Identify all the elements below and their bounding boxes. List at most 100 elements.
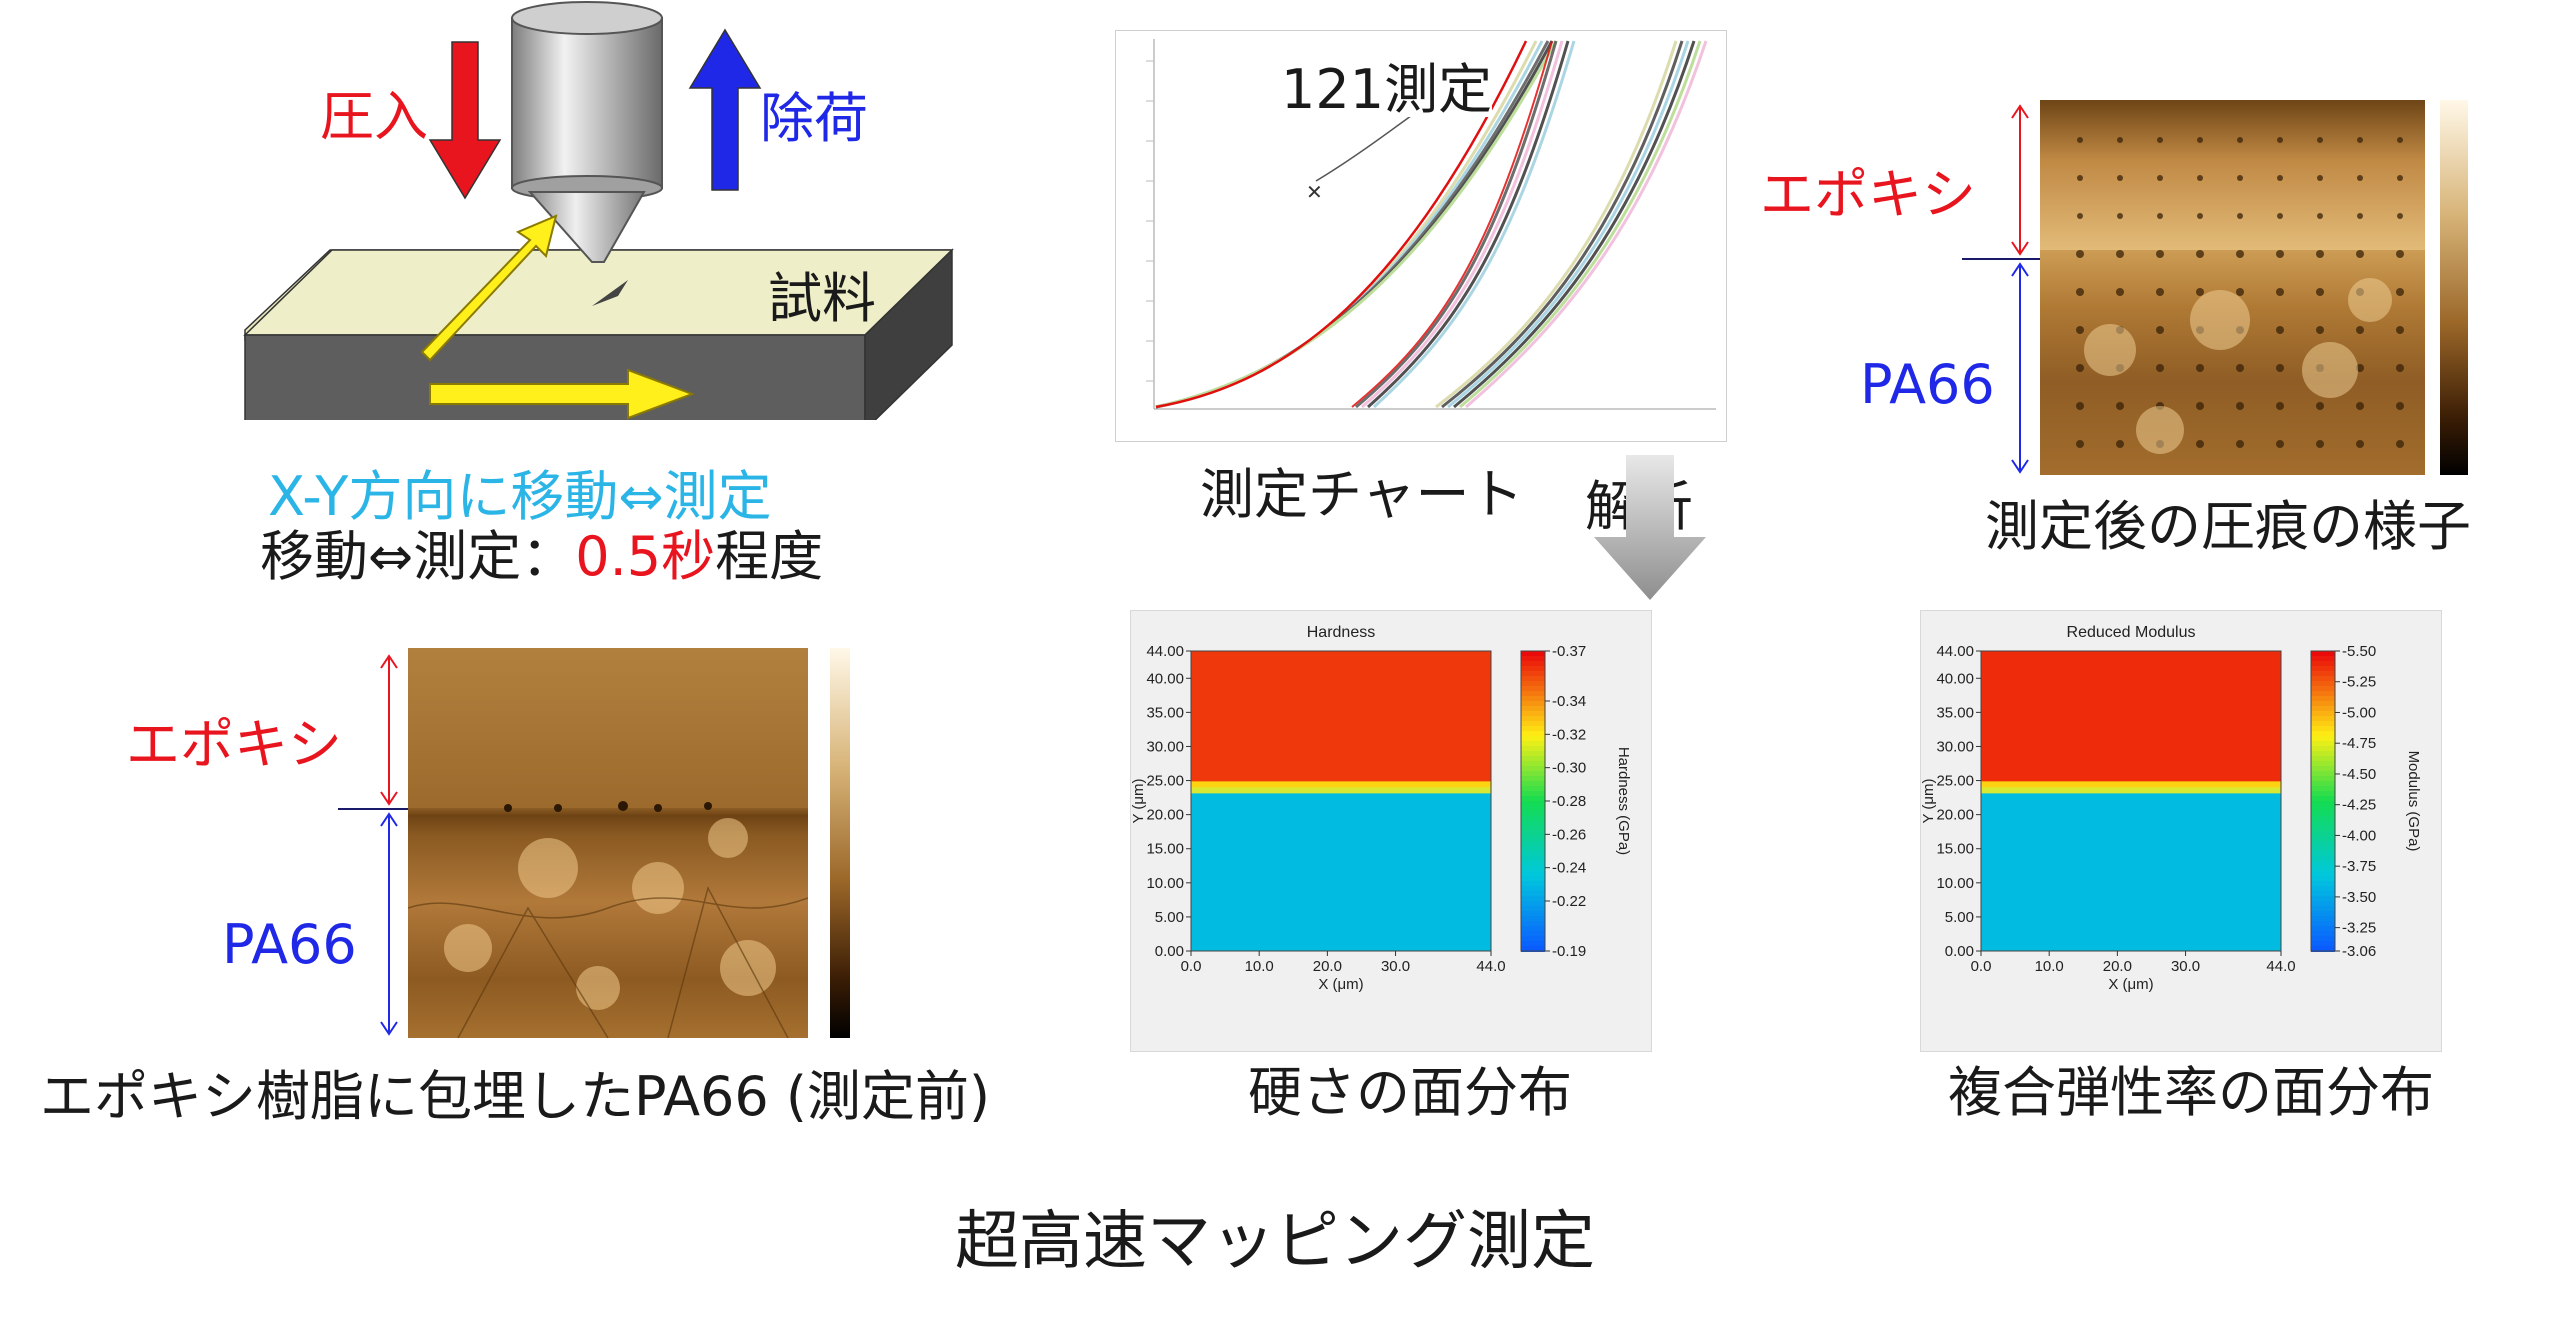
before-indentation-image — [408, 648, 808, 1038]
modulus-colorbar-segment — [2311, 731, 2335, 737]
modulus-colorbar-segment — [2311, 871, 2335, 877]
hardness-cbtick-label: -0.26 — [1552, 826, 1586, 843]
modulus-title: Reduced Modulus — [2067, 624, 2196, 641]
hardness-ytick-label: 44.00 — [1146, 643, 1184, 660]
press-arrow — [428, 41, 502, 200]
modulus-colorbar-segment — [2311, 821, 2335, 827]
indent-pattern — [2076, 137, 2404, 454]
hardness-interface-band — [1191, 781, 1491, 794]
modulus-colorbar-segment — [2311, 881, 2335, 887]
diagonal-move-arrow — [420, 214, 558, 362]
hardness-colorbar-segment — [1521, 761, 1545, 767]
hardness-colorbar-segment — [1521, 901, 1545, 907]
hardness-colorbar-segment — [1521, 816, 1545, 822]
modulus-colorbar-segment — [2311, 651, 2335, 657]
hardness-colorbar-segment — [1521, 711, 1545, 717]
hardness-ytick-label: 15.00 — [1146, 841, 1184, 858]
measurement-chart-caption: 測定チャート — [1200, 463, 1524, 526]
time-caption: 移動⇔測定：0.5秒程度 — [260, 530, 823, 584]
hardness-cbtick-label: -0.30 — [1552, 760, 1586, 777]
modulus-ytick-label: 0.00 — [1945, 943, 1974, 960]
modulus-colorbar-frame — [2310, 650, 2336, 952]
modulus-colorbar-segment — [2311, 816, 2335, 822]
move-caption: X-Y方向に移動⇔測定 — [268, 465, 772, 528]
modulus-colorbar-segment — [2311, 781, 2335, 787]
modulus-colorbar-segment — [2311, 771, 2335, 777]
hardness-colorbar-segment — [1521, 946, 1545, 952]
modulus-colorbar-segment — [2311, 656, 2335, 662]
after-interface-line — [1962, 258, 2040, 260]
modulus-colorbar-segment — [2311, 756, 2335, 762]
modulus-colorbar-segment — [2311, 716, 2335, 722]
modulus-colorbar-segment — [2311, 796, 2335, 802]
hardness-title: Hardness — [1307, 624, 1375, 641]
hardness-colorbar-segment — [1521, 686, 1545, 692]
modulus-xtick-label: 20.0 — [2103, 958, 2132, 975]
hardness-colorbar-segment — [1521, 876, 1545, 882]
modulus-colorbar-segment — [2311, 931, 2335, 937]
sample-label: 試料 — [768, 267, 876, 330]
time-caption-value: 0.5秒 — [575, 525, 716, 588]
modulus-cbtick-label: -3.06 — [2342, 943, 2376, 960]
hardness-colorbar-segment — [1521, 806, 1545, 812]
hardness-cbtick-label: -0.34 — [1552, 693, 1586, 710]
hardness-colorbar-segment — [1521, 891, 1545, 897]
hardness-colorbar-segment — [1521, 766, 1545, 772]
after-pa66-bracket — [2011, 262, 2029, 474]
modulus-colorbar-segment — [2311, 926, 2335, 932]
modulus-colorbar-segment — [2311, 746, 2335, 752]
y-ticks-faint — [1146, 60, 1154, 382]
hardness-colorbar-segment — [1521, 936, 1545, 942]
hardness-colorbar-segment — [1521, 716, 1545, 722]
hardness-xtick-label: 0.0 — [1181, 958, 1202, 975]
indenter-drawing — [243, 1, 954, 432]
press-label: 圧入 — [320, 85, 428, 148]
before-pa66-label: PA66 — [222, 913, 357, 976]
time-caption-suffix: 程度 — [715, 525, 824, 588]
modulus-colorbar-segment — [2311, 901, 2335, 907]
modulus-colorbar-segment — [2311, 906, 2335, 912]
hardness-colorbar-segment — [1521, 856, 1545, 862]
hardness-colorbar-segment — [1521, 781, 1545, 787]
before-pa66-bracket — [380, 812, 398, 1036]
hardness-ytick-label: 25.00 — [1146, 773, 1184, 790]
hardness-colorbar-segment — [1521, 811, 1545, 817]
modulus-colorbar-segment — [2311, 936, 2335, 942]
hardness-colorbar-segment — [1521, 826, 1545, 832]
hardness-colorbar-segment — [1521, 751, 1545, 757]
modulus-caption: 複合弾性率の面分布 — [1948, 1061, 2434, 1124]
modulus-colorbar-segment — [2311, 701, 2335, 707]
sample-front — [244, 334, 866, 431]
hardness-colorbar-segment — [1521, 861, 1545, 867]
hardness-colorbar-segment — [1521, 801, 1545, 807]
hardness-colorbar-segment — [1521, 731, 1545, 737]
hardness-colorbar-segment — [1521, 791, 1545, 797]
modulus-colorbar-segment — [2311, 736, 2335, 742]
hardness-colorbar-segment — [1521, 756, 1545, 762]
hardness-colorbar-segment — [1521, 651, 1545, 657]
hardness-ytick-label: 35.00 — [1146, 704, 1184, 721]
modulus-ytick-label: 44.00 — [1936, 643, 1974, 660]
hardness-colorbar-segment — [1521, 691, 1545, 697]
hardness-caption: 硬さの面分布 — [1248, 1061, 1572, 1124]
after-pa66-label: PA66 — [1860, 353, 1995, 416]
modulus-xtick-label: 30.0 — [2171, 958, 2200, 975]
before-interface-line — [338, 808, 408, 810]
modulus-colorbar-segment — [2311, 671, 2335, 677]
modulus-colorbar-segment — [2311, 886, 2335, 892]
hardness-colorbar-segment — [1521, 841, 1545, 847]
modulus-colorbar-segment — [2311, 891, 2335, 897]
modulus-colorbar-segment — [2311, 896, 2335, 902]
modulus-ylabel: Y (μm) — [1921, 778, 1937, 823]
modulus-colorbar-segment — [2311, 861, 2335, 867]
hardness-colorbar-segment — [1521, 746, 1545, 752]
hardness-pa66-cell — [1191, 787, 1491, 951]
hardness-colorbar-segment — [1521, 666, 1545, 672]
modulus-xtick-label: 0.0 — [1971, 958, 1992, 975]
hardness-colorbar-segment — [1521, 836, 1545, 842]
hardness-xtick-label: 10.0 — [1245, 958, 1274, 975]
hardness-ytick-label: 30.00 — [1146, 738, 1184, 755]
hardness-colorbar-segment — [1521, 721, 1545, 727]
modulus-cbtick-label: -3.25 — [2342, 920, 2376, 937]
modulus-cbtick-label: -4.25 — [2342, 797, 2376, 814]
